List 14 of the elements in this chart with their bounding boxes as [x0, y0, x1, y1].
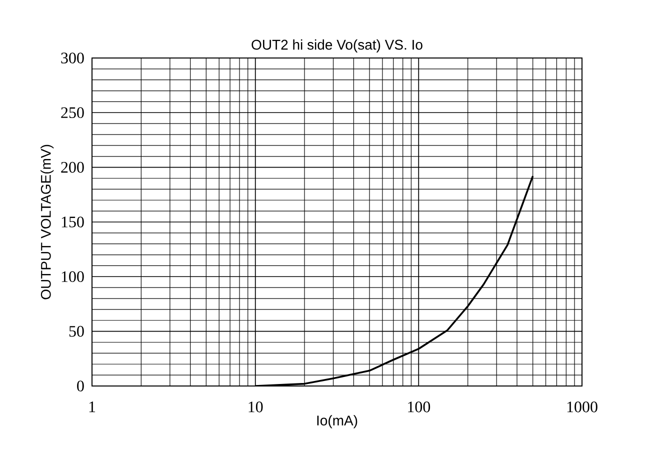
y-tick-label: 50 — [69, 326, 84, 337]
chart-title: OUT2 hi side Vo(sat) VS. Io — [252, 39, 422, 52]
x-axis-title: Io(mA) — [317, 415, 358, 428]
x-tick-label: 1000 — [567, 402, 598, 412]
y-axis-title: OUTPUT VOLTAGE(mV) — [40, 144, 54, 300]
y-tick-label: 0 — [77, 380, 84, 392]
x-tick-label: 100 — [408, 402, 430, 412]
x-tick-label: 1 — [89, 402, 96, 412]
y-tick-label: 250 — [61, 107, 84, 118]
y-tick-label: 300 — [61, 52, 84, 64]
y-tick-label: 100 — [62, 271, 84, 282]
x-tick-label: 10 — [248, 402, 263, 412]
y-tick-label: 200 — [61, 162, 84, 173]
y-tick-label: 150 — [62, 216, 84, 228]
